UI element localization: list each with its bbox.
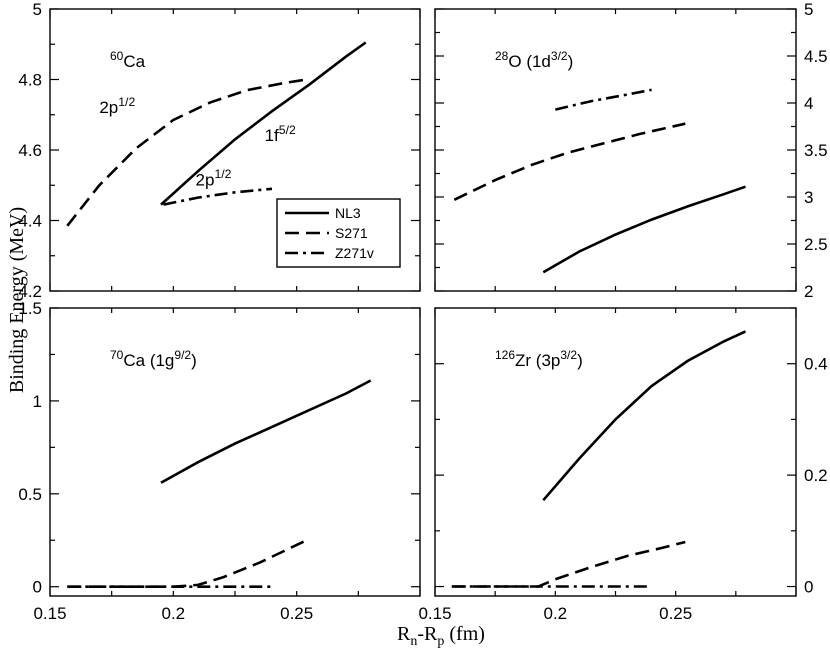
- y-tick-label: 3.5: [804, 141, 828, 160]
- y-tick-label: 4.4: [18, 212, 42, 231]
- x-tick-label: 0.25: [659, 604, 692, 623]
- panel-frame: [434, 8, 797, 292]
- y-tick-label: 2: [804, 282, 813, 301]
- legend-label-s271: S271: [335, 225, 368, 241]
- y-tick-label: 5: [33, 0, 42, 19]
- legend-label-z271v: Z271v: [335, 245, 374, 261]
- series-nl3-line: [160, 379, 372, 484]
- legend: NL3 S271 Z271v: [276, 198, 401, 268]
- x-tick-label: 0.15: [33, 604, 66, 623]
- panel-frame: [49, 307, 421, 597]
- series-z271v-line: [555, 88, 652, 111]
- series-s271-line: [66, 78, 307, 227]
- panel-label: 60Ca: [110, 49, 146, 71]
- panel-label: 126Zr (3p3/2): [495, 348, 583, 370]
- series-nl3-line: [542, 330, 747, 502]
- y-tick-label: 0.2: [804, 466, 828, 485]
- y-tick-label: 5: [804, 0, 813, 19]
- y-tick-label: 4.8: [18, 71, 42, 90]
- y-tick-label: 0: [33, 578, 42, 597]
- orbital-annotation: 2p1/2: [99, 95, 135, 117]
- x-tick-label: 0.15: [418, 604, 451, 623]
- series-z271v-line: [163, 187, 273, 206]
- panel-bottom-right: 0.15 0.2 0.25 0 0.2 0.4 126Zr (3p3/2): [418, 307, 828, 623]
- orbital-annotation: 2p1/2: [196, 167, 232, 189]
- x-tick-label: 0.2: [162, 604, 186, 623]
- series-nl3-line: [542, 185, 746, 274]
- y-tick-label: 4.2: [18, 282, 42, 301]
- x-tick-label: 0.25: [280, 604, 313, 623]
- panel-frame: [434, 307, 797, 597]
- y-tick-label: 4.6: [18, 141, 42, 160]
- y-tick-label: 1.5: [18, 299, 42, 318]
- panel-label: 28O (1d3/2): [495, 49, 573, 71]
- y-axis-title: Binding Energy (MeV): [6, 207, 28, 393]
- y-tick-label: 4.5: [804, 47, 828, 66]
- panel-top-right: 2 2.5 3 3.5 4 4.5 5 28O (1d3/2): [434, 0, 828, 301]
- panel-bottom-left: 0.15 0.2 0.25 0 0.5 1 1.5 70Ca (1g9/2): [18, 299, 421, 623]
- series-s271-line: [67, 539, 308, 589]
- panel-label: 70Ca (1g9/2): [110, 348, 197, 370]
- series-s271-line: [451, 540, 686, 588]
- y-tick-label: 0.5: [18, 485, 42, 504]
- panel-top-left: 4.2 4.4 4.6 4.8 5 60Ca 2p1/2 1f5/2 2p1/2 NL3 S271 Z…: [18, 0, 421, 301]
- y-tick-label: 2.5: [804, 235, 828, 254]
- x-tick-label: 0.2: [544, 604, 568, 623]
- y-tick-label: 0.4: [804, 355, 828, 374]
- y-tick-label: 4: [804, 94, 813, 113]
- series-s271-line: [453, 122, 686, 201]
- x-axis-title: Rn-Rp (fm): [397, 623, 485, 649]
- legend-label-nl3: NL3: [335, 205, 361, 221]
- y-tick-label: 3: [804, 188, 813, 207]
- series-nl3-line: [160, 41, 367, 206]
- y-tick-label: 0: [804, 578, 813, 597]
- orbital-annotation: 1f5/2: [265, 123, 296, 145]
- y-tick-label: 1: [33, 392, 42, 411]
